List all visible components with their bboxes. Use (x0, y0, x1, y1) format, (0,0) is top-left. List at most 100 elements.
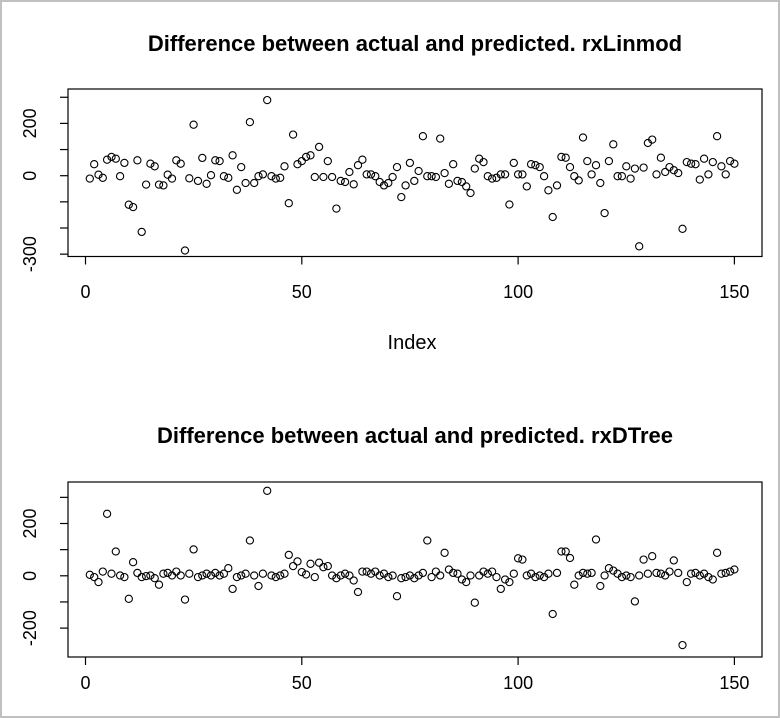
data-point (596, 178, 605, 188)
data-point (263, 486, 272, 495)
data-point (483, 569, 492, 578)
data-point (509, 158, 518, 168)
data-point (301, 570, 311, 579)
data-point (730, 159, 739, 168)
data-point (90, 572, 99, 582)
data-point (85, 570, 94, 579)
data-point (717, 162, 726, 171)
data-point (176, 159, 185, 168)
data-point (141, 180, 151, 189)
data-point (198, 153, 207, 163)
data-point (150, 574, 159, 583)
data-point (440, 168, 449, 178)
data-point (686, 159, 696, 168)
data-point (436, 571, 445, 580)
data-point (691, 160, 700, 169)
data-point (717, 569, 726, 578)
data-point (721, 170, 730, 179)
data-point (418, 132, 428, 141)
data-point (570, 580, 579, 589)
data-point (288, 561, 298, 571)
data-point (466, 571, 475, 580)
data-point (98, 173, 107, 182)
data-point (557, 547, 566, 556)
data-point (349, 180, 358, 189)
data-point (358, 155, 367, 164)
data-point (276, 571, 285, 580)
data-point (436, 134, 445, 143)
data-point (665, 567, 674, 576)
data-point (479, 157, 488, 167)
data-point (574, 176, 583, 185)
data-point (414, 571, 423, 580)
data-point (661, 571, 670, 580)
data-point (314, 558, 324, 567)
data-point (500, 575, 510, 584)
data-point (596, 581, 605, 591)
data-point (418, 568, 428, 578)
data-point (470, 598, 479, 607)
data-point (310, 572, 319, 582)
data-point (258, 569, 268, 578)
data-point (522, 182, 531, 191)
data-point (583, 156, 592, 166)
data-point (552, 181, 562, 190)
data-point (267, 571, 276, 580)
data-point (695, 571, 704, 580)
data-point (215, 571, 224, 580)
data-point (193, 572, 203, 582)
x-tick-label: 150 (719, 282, 749, 302)
data-point (154, 580, 164, 589)
data-point (159, 569, 168, 578)
data-point (241, 178, 250, 188)
data-point (345, 167, 354, 177)
data-point (102, 509, 112, 518)
data-point (635, 571, 644, 580)
data-point (319, 563, 328, 572)
data-point (466, 188, 475, 198)
data-point (721, 568, 730, 578)
data-point (263, 95, 272, 105)
data-point (565, 553, 575, 563)
data-point (682, 157, 691, 167)
data-point (215, 156, 224, 166)
data-point (85, 174, 94, 183)
data-point (674, 168, 683, 178)
data-point (405, 158, 415, 168)
data-point (552, 568, 562, 578)
data-point (648, 552, 657, 561)
data-point (622, 571, 631, 580)
data-point (185, 569, 194, 578)
data-point (518, 555, 527, 564)
data-point (392, 592, 402, 601)
y-tick-label: 200 (20, 508, 40, 538)
data-point (639, 555, 648, 564)
data-point (630, 164, 640, 173)
x-tick-label: 100 (503, 282, 533, 302)
data-point (150, 162, 159, 171)
data-point (496, 170, 505, 179)
data-point (115, 571, 125, 580)
data-point (635, 242, 644, 251)
data-point (626, 572, 635, 582)
data-point (513, 170, 523, 179)
data-point (172, 567, 181, 576)
data-point (479, 567, 488, 576)
data-point (267, 172, 276, 181)
data-point (224, 564, 233, 573)
data-point (211, 568, 220, 578)
data-point (492, 572, 501, 582)
data-point (340, 177, 350, 187)
data-point (180, 595, 190, 604)
data-point (725, 567, 735, 576)
data-point (185, 174, 194, 183)
data-point (94, 577, 103, 587)
data-point (539, 172, 549, 181)
data-point (271, 572, 280, 582)
data-point (535, 162, 544, 172)
x-axis-title-index: Index (387, 332, 437, 354)
data-point (306, 559, 315, 568)
data-point (327, 571, 337, 580)
data-point (423, 172, 432, 181)
